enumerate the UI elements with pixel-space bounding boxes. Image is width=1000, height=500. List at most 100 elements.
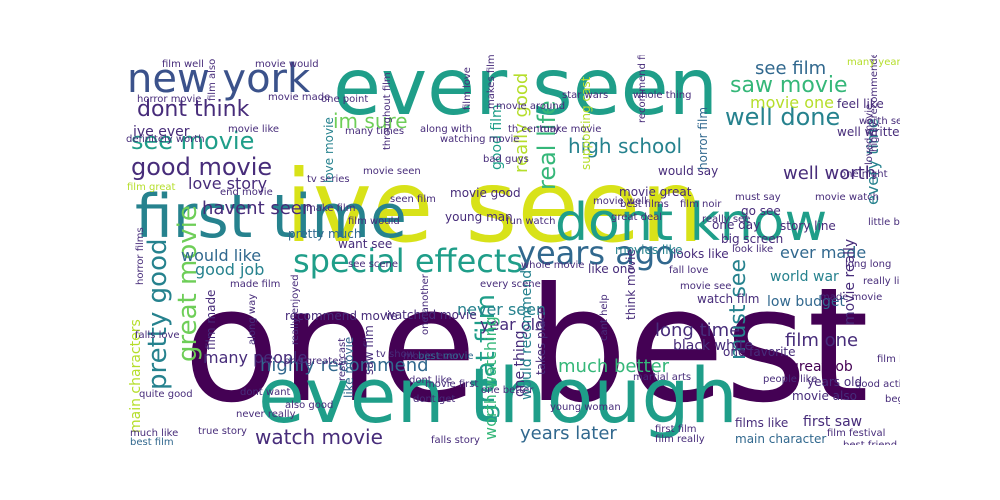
word-year-old: year old — [480, 315, 546, 334]
word-ever-made: ever made — [780, 243, 867, 262]
word-film-great: film great — [127, 182, 176, 193]
word-movie-like: movie like — [228, 124, 280, 135]
word-would-say: would say — [658, 164, 719, 178]
word-highly-recommended: highly recommended — [869, 55, 880, 152]
word-well-done: well done — [725, 103, 841, 131]
word-martial-arts: martial arts — [633, 372, 692, 383]
word-main-character: main character — [735, 432, 827, 445]
word-first-saw: first saw — [803, 414, 863, 430]
word-pretty-much: pretty much — [288, 227, 362, 241]
word-throughout-film: throughout film — [382, 72, 393, 150]
word-rest-cast: rest cast — [337, 337, 348, 381]
word-movie-really: movie really — [842, 238, 858, 325]
word-film-one: film one — [785, 330, 859, 351]
word-even-though: even though — [258, 351, 738, 440]
word-go-see: go see — [741, 204, 781, 218]
word-movies-like: movies like — [615, 243, 683, 257]
word-worth-watching: worth watching — [481, 316, 500, 440]
word-movie-great: movie great — [619, 185, 692, 199]
word-film-would: film would — [348, 216, 400, 227]
word-see-movie: see movie — [131, 127, 255, 155]
word-think-movie: think movie — [624, 249, 638, 320]
word-years-later: years later — [520, 423, 617, 444]
word-watching-movie: watching movie — [440, 134, 520, 145]
word-many-years: many years — [847, 57, 900, 68]
word-film-really: film really — [655, 434, 705, 445]
word-movie-one: movie one — [750, 93, 834, 112]
word-real-life: real life — [533, 100, 561, 190]
word-world-war: world war — [770, 269, 839, 285]
word-films-like: films like — [735, 416, 789, 430]
word-film-also: film also — [207, 58, 218, 101]
word-ive-seen: ive seen — [285, 148, 704, 265]
word-young-woman: young woman — [550, 402, 621, 413]
word-new-york: new york — [127, 56, 311, 102]
word-fall-love: fall love — [669, 265, 709, 276]
word-see-scene: see scene — [348, 259, 399, 270]
word-watch-movie: watch movie — [255, 425, 383, 445]
word-saw-film: saw film — [362, 325, 376, 375]
word-really-see: really see — [702, 214, 751, 225]
word-one-best: one best — [183, 254, 870, 438]
word-high-school: high school — [568, 134, 683, 158]
word-every-scene: every scene — [480, 279, 541, 290]
word-takes-place: takes place — [534, 306, 548, 375]
word-tv-show: tv show — [376, 349, 415, 360]
word-low-budget: low budget — [767, 294, 845, 310]
word-also-good: also good — [285, 400, 334, 411]
word-one-day: one day — [712, 218, 761, 232]
word-highly-recommend: highly recommend — [260, 355, 429, 376]
word-well-worth: well worth — [783, 163, 877, 184]
word-like-one: like one — [588, 262, 635, 276]
word-havent-seen: havent seen — [202, 198, 314, 219]
word-movie-well: movie well — [593, 196, 647, 207]
word-years-ago: years ago — [517, 234, 675, 272]
word-big-screen: big screen — [721, 232, 784, 246]
word-one-point: one point — [321, 94, 369, 105]
word-looks-like: looks like — [673, 247, 729, 261]
word-dont-want: dont want — [240, 387, 291, 398]
word-dont-think: dont think — [137, 97, 250, 122]
word-cant-help: cant help — [599, 294, 610, 341]
word-cloud: one best ive seen ever seen even though firs… — [125, 55, 900, 445]
word-made-movie: made movie — [820, 292, 883, 303]
word-people-like: people like — [763, 374, 818, 385]
word-beginning-end: beginning end — [885, 394, 900, 405]
word-first-film: first film — [655, 424, 697, 435]
word-movie-first: movie first — [425, 379, 479, 390]
word-best-film: best film — [130, 437, 174, 446]
word-bad-guys: bad guys — [483, 154, 529, 165]
word-much-better: much better — [558, 356, 670, 377]
word-film-festival: film festival — [827, 428, 886, 439]
word-im-sure: im sure — [333, 109, 408, 133]
word-th-century: th century — [508, 124, 560, 135]
word-recommend-movie: recommend movie — [285, 309, 398, 323]
word-really-liked: really liked — [863, 276, 900, 287]
word-many-people: many people — [203, 348, 308, 367]
word-movie-ever: movie ever — [403, 351, 460, 362]
word-fun-watch: fun watch — [506, 216, 556, 227]
word-special-effects: special effects — [293, 242, 524, 280]
word-look-like: look like — [732, 244, 774, 255]
word-great-deal: great deal — [611, 212, 663, 223]
word-must-say: must say — [735, 192, 781, 203]
word-along-way: along way — [247, 293, 258, 345]
word-little-bit: little bit — [868, 217, 900, 228]
word-one-greatest: one greatest — [284, 356, 348, 367]
word-whole-movie: whole movie — [521, 260, 585, 271]
word-years-old: years old — [807, 375, 863, 389]
word-dont-get: dont get — [413, 394, 456, 405]
word-movie-would: movie would — [255, 59, 319, 70]
word-dont-know: dont know — [555, 193, 828, 253]
word-end-movie: end movie — [220, 187, 273, 198]
word-good-movie: good movie — [131, 153, 273, 181]
word-quite-good: quite good — [139, 389, 193, 400]
word-worth-seeing: worth seeing — [859, 116, 900, 127]
word-seen-film: seen film — [390, 194, 436, 205]
word-first-time: first time — [135, 182, 407, 252]
word-many-times: many times — [345, 126, 405, 137]
word-best-movie: best movie — [418, 351, 474, 362]
word-ive-ever: ive ever — [133, 124, 190, 140]
word-best-friend: best friend — [843, 441, 897, 446]
word-love-movie: love movie — [322, 117, 336, 183]
